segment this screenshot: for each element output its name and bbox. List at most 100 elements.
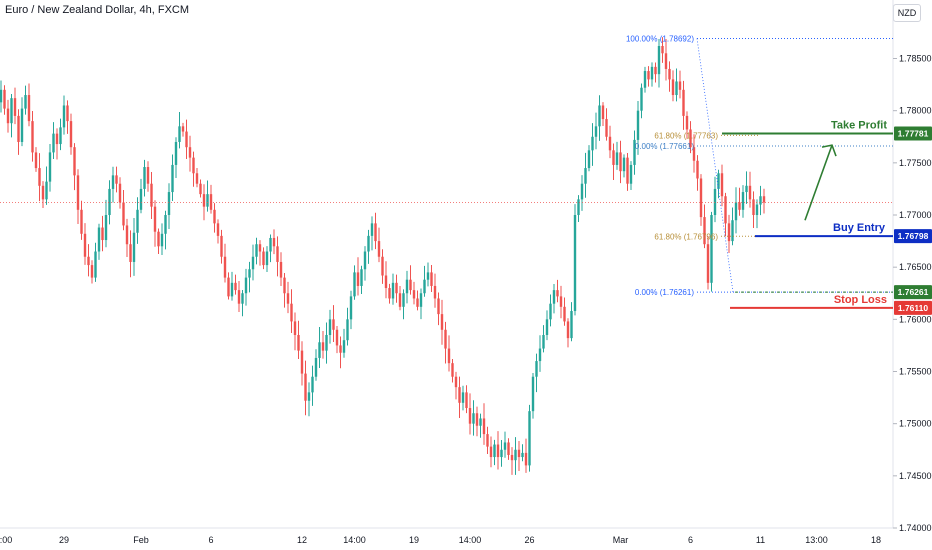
candle-body [563, 306, 566, 322]
candle-body [202, 194, 206, 207]
candle-body [370, 223, 374, 236]
candle-body [59, 127, 62, 145]
candle-body [594, 126, 598, 137]
candle-body [734, 202, 738, 221]
candle-body [388, 288, 391, 299]
candle-body [647, 71, 650, 80]
candle-body [461, 392, 465, 403]
candle-body [374, 223, 377, 242]
candle-body [178, 126, 181, 142]
candle-body [615, 152, 619, 165]
candle-body [496, 444, 500, 458]
candle-body [115, 175, 118, 184]
price-tick-label: 1.76500 [899, 262, 932, 272]
candle-body [69, 121, 73, 148]
candle-body [0, 89, 3, 103]
candle-body [346, 319, 349, 341]
candle-body [279, 261, 283, 278]
candle-body [353, 272, 356, 297]
stop-loss-price-tag [894, 300, 932, 315]
candle-body [150, 183, 153, 207]
candle-body [608, 136, 612, 151]
candle-body [517, 449, 521, 458]
candle-body [570, 310, 573, 339]
candle-body [384, 275, 388, 289]
candle-body [402, 293, 405, 307]
price-tick-label: 1.75500 [899, 367, 932, 377]
candle-body [524, 452, 528, 466]
time-tick-label: 11 [756, 535, 765, 545]
candle-body [577, 199, 580, 216]
candle-body [409, 279, 412, 291]
candle-body [713, 188, 717, 216]
take-profit-price-tag [894, 126, 932, 141]
candle-body [510, 454, 514, 461]
price-tick-label: 1.78000 [899, 106, 932, 116]
candle-body [269, 237, 272, 252]
time-tick-label: 18 [871, 535, 881, 545]
candle-body [356, 272, 360, 286]
candle-body [118, 183, 122, 203]
candle-body [272, 237, 276, 247]
candle-body [619, 152, 622, 172]
candle-body [423, 279, 426, 294]
candle-body [3, 89, 6, 109]
candle-body [66, 105, 69, 122]
time-tick-label: 6 [688, 535, 693, 545]
candle-body [692, 147, 696, 161]
price-axis[interactable]: 1.78500 1.78000 1.77500 1.77000 1.76500 1.760… [893, 54, 932, 533]
candle-body [332, 319, 335, 330]
candle-body [223, 256, 227, 278]
time-axis[interactable]: 14:00 29 Feb 6 12 14:00 19 14:00 26 Mar 6 11 13:00 18 [0, 535, 881, 545]
candle-body [328, 319, 332, 335]
candle-body [426, 272, 430, 280]
price-tick-label: 1.77000 [899, 210, 932, 220]
candle-body [104, 215, 108, 241]
candle-body [27, 95, 31, 122]
candle-body [321, 342, 325, 351]
candle-body [654, 66, 657, 75]
candle-body [90, 265, 94, 278]
candle-body [171, 164, 174, 193]
candle-body [699, 178, 703, 218]
candle-body [682, 89, 685, 116]
candle-body [314, 357, 318, 377]
candle-body [412, 290, 416, 299]
candle-body [486, 434, 489, 447]
candle-body [500, 449, 503, 458]
candle-body [738, 202, 741, 210]
fib-level-label: 0.00% (1.77661) [635, 142, 694, 151]
candle-body [437, 298, 440, 315]
buy-entry-price-tag [894, 229, 932, 244]
chart-title: Euro / New Zealand Dollar, 4h, FXCM [5, 4, 190, 16]
candle-body [125, 225, 129, 245]
time-tick-label: 29 [59, 535, 69, 545]
candle-body [580, 183, 584, 200]
overlays: 100.00% (1.78692) 61.80% (1.77763) 0.00% (… [0, 34, 893, 309]
candle-body [685, 115, 689, 130]
candle-body [724, 196, 727, 224]
swing-low-price-tag [894, 285, 932, 300]
candle-body [657, 45, 661, 75]
candle-body [703, 217, 706, 245]
candle-body [433, 285, 437, 299]
candle-body [290, 303, 293, 322]
candle-body [759, 196, 762, 205]
candle-body [675, 81, 678, 96]
candle-body [206, 194, 209, 207]
candle-body [538, 348, 542, 362]
candle-body [209, 194, 213, 210]
candle-body [181, 126, 185, 132]
candle-body [45, 181, 48, 200]
candle-body [62, 105, 66, 128]
candle-body [153, 206, 157, 232]
candle-body [745, 185, 748, 193]
candle-body [468, 408, 472, 424]
candle-body [34, 152, 38, 169]
candle-body [444, 329, 447, 349]
candle-body [447, 348, 451, 364]
projection-arrow-head [821, 144, 837, 157]
time-tick-label: 12 [297, 535, 307, 545]
time-tick-label: 14:00 [459, 535, 482, 545]
